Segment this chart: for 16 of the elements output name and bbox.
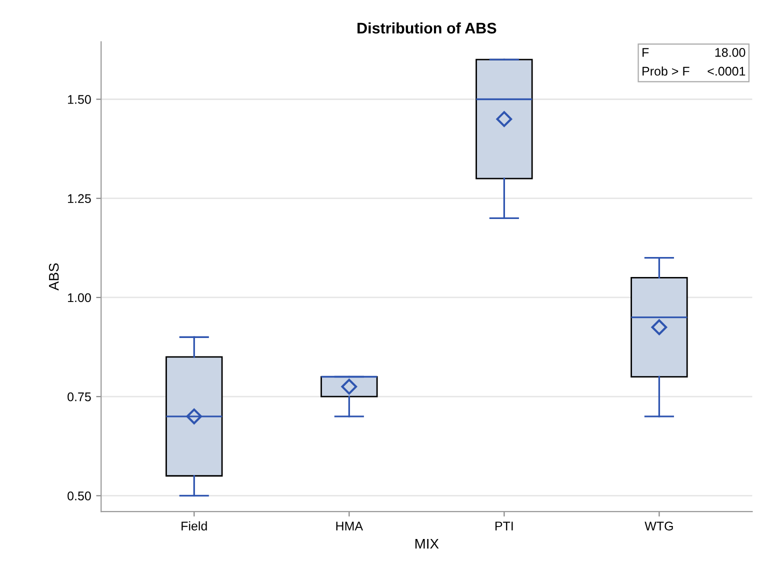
y-tick-label: 0.50: [68, 492, 91, 500]
annotation: Prob > F: [642, 66, 690, 76]
y-tick-label: 1.50: [68, 95, 91, 104]
x-tick-label: PTI: [495, 522, 513, 530]
annotation: <.0001: [708, 66, 746, 76]
x-tick-label: WTG: [644, 522, 673, 530]
y-tick-label: 1.00: [68, 293, 91, 302]
y-tick-label: 1.25: [68, 194, 91, 204]
x-tick-label: HMA: [336, 522, 364, 530]
y-tick-label: 0.75: [68, 392, 91, 402]
annotation: F: [642, 48, 649, 57]
annotation: 18.00: [715, 48, 746, 57]
y-axis-title: ABS: [48, 263, 59, 291]
chart-title: Distribution of ABS: [358, 22, 496, 34]
x-tick-label: Field: [182, 521, 207, 530]
x-axis-title: MIX: [415, 539, 439, 549]
